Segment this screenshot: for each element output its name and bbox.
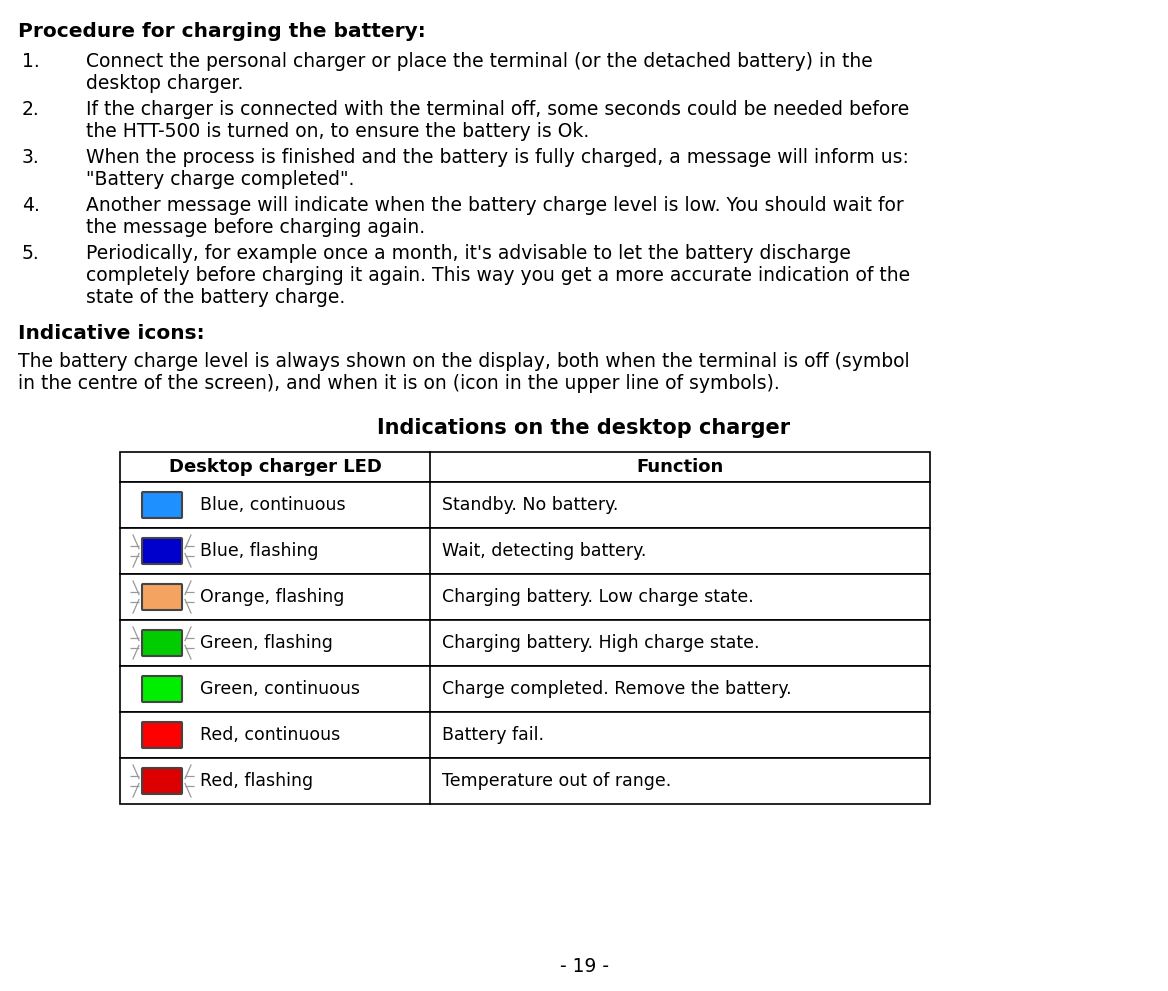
FancyBboxPatch shape — [142, 492, 182, 518]
Text: Charging battery. High charge state.: Charging battery. High charge state. — [442, 634, 759, 652]
FancyBboxPatch shape — [142, 538, 182, 564]
Text: Desktop charger LED: Desktop charger LED — [168, 458, 382, 476]
Text: the message before charging again.: the message before charging again. — [86, 218, 425, 237]
Text: Battery fail.: Battery fail. — [442, 726, 544, 744]
Text: Periodically, for example once a month, it's advisable to let the battery discha: Periodically, for example once a month, … — [86, 244, 850, 263]
Text: in the centre of the screen), and when it is on (icon in the upper line of symbo: in the centre of the screen), and when i… — [18, 374, 780, 393]
Text: Charge completed. Remove the battery.: Charge completed. Remove the battery. — [442, 680, 792, 698]
Text: Green, flashing: Green, flashing — [200, 634, 333, 652]
Text: 5.: 5. — [22, 244, 40, 263]
Bar — [120, 452, 930, 482]
Bar — [120, 758, 930, 804]
Text: Red, continuous: Red, continuous — [200, 726, 340, 744]
Text: Connect the personal charger or place the terminal (or the detached battery) in : Connect the personal charger or place th… — [86, 52, 872, 71]
Text: Blue, continuous: Blue, continuous — [200, 496, 346, 514]
Text: Green, continuous: Green, continuous — [200, 680, 360, 698]
Bar — [120, 574, 930, 620]
Bar — [120, 666, 930, 712]
Text: Another message will indicate when the battery charge level is low. You should w: Another message will indicate when the b… — [86, 196, 904, 215]
Bar — [120, 482, 930, 528]
Text: Indications on the desktop charger: Indications on the desktop charger — [377, 418, 791, 438]
Text: "Battery charge completed".: "Battery charge completed". — [86, 170, 354, 189]
FancyBboxPatch shape — [142, 722, 182, 748]
Text: Wait, detecting battery.: Wait, detecting battery. — [442, 542, 646, 560]
Bar — [120, 620, 930, 666]
Text: Orange, flashing: Orange, flashing — [200, 588, 345, 606]
Text: Blue, flashing: Blue, flashing — [200, 542, 319, 560]
FancyBboxPatch shape — [142, 630, 182, 656]
Text: desktop charger.: desktop charger. — [86, 74, 243, 93]
Text: 1.: 1. — [22, 52, 40, 71]
FancyBboxPatch shape — [142, 768, 182, 794]
Text: When the process is finished and the battery is fully charged, a message will in: When the process is finished and the bat… — [86, 148, 909, 167]
Bar — [120, 712, 930, 758]
Bar — [120, 528, 930, 574]
Text: Red, flashing: Red, flashing — [200, 772, 313, 790]
Text: state of the battery charge.: state of the battery charge. — [86, 288, 346, 307]
Text: The battery charge level is always shown on the display, both when the terminal : The battery charge level is always shown… — [18, 352, 910, 371]
FancyBboxPatch shape — [142, 676, 182, 702]
Text: - 19 -: - 19 - — [559, 957, 609, 976]
Text: Procedure for charging the battery:: Procedure for charging the battery: — [18, 22, 426, 41]
Text: Standby. No battery.: Standby. No battery. — [442, 496, 618, 514]
Text: Temperature out of range.: Temperature out of range. — [442, 772, 672, 790]
Text: the HTT-500 is turned on, to ensure the battery is Ok.: the HTT-500 is turned on, to ensure the … — [86, 122, 589, 141]
Text: If the charger is connected with the terminal off, some seconds could be needed : If the charger is connected with the ter… — [86, 100, 909, 119]
FancyBboxPatch shape — [142, 584, 182, 610]
Text: 4.: 4. — [22, 196, 40, 215]
Text: Charging battery. Low charge state.: Charging battery. Low charge state. — [442, 588, 753, 606]
Text: 3.: 3. — [22, 148, 40, 167]
Text: Indicative icons:: Indicative icons: — [18, 324, 204, 343]
Text: Function: Function — [637, 458, 724, 476]
Text: 2.: 2. — [22, 100, 40, 119]
Text: completely before charging it again. This way you get a more accurate indication: completely before charging it again. Thi… — [86, 266, 910, 285]
